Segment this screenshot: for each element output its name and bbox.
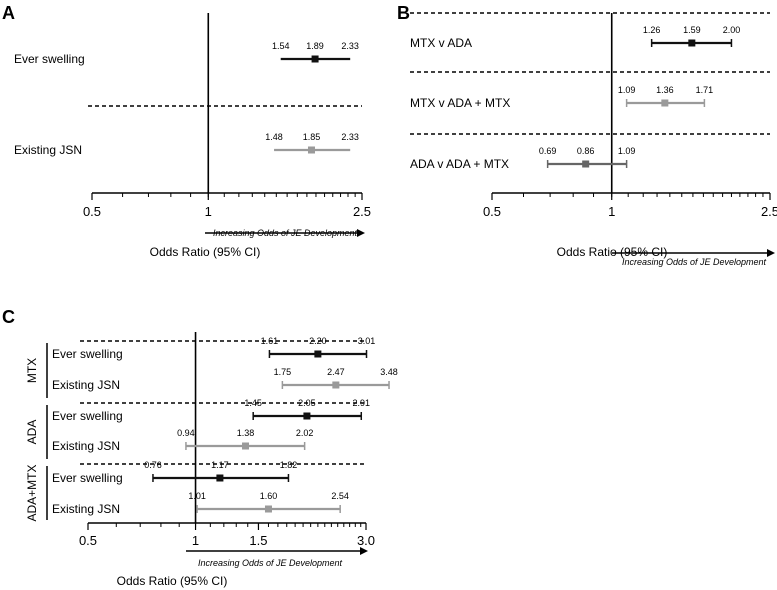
ci-high-label: 2.54: [331, 491, 349, 501]
ci-high-label: 2.02: [296, 428, 314, 438]
row-label: Existing JSN: [52, 502, 120, 516]
ci-low-label: 1.26: [643, 25, 661, 35]
or-label: 2.05: [298, 398, 316, 408]
ci-high-label: 3.01: [358, 336, 376, 346]
or-label: 1.85: [303, 132, 321, 142]
point-estimate: [307, 146, 315, 154]
row-label: MTX v ADA + MTX: [410, 96, 510, 110]
ci-high-label: 2.00: [723, 25, 741, 35]
ci-high-label: 1.09: [618, 146, 636, 156]
ci-high-label: 2.33: [341, 132, 359, 142]
x-axis-title: Odds Ratio (95% CI): [117, 574, 228, 588]
x-tick-label: 1: [205, 204, 212, 219]
or-label: 1.89: [306, 41, 324, 51]
arrow-caption: Increasing Odds of JE Development: [622, 257, 767, 267]
point-estimate: [582, 160, 590, 168]
or-label: 1.17: [211, 460, 229, 470]
x-axis-title: Odds Ratio (95% CI): [150, 245, 261, 259]
panel-letter: C: [2, 307, 15, 327]
ci-high-label: 1.82: [280, 460, 298, 470]
x-tick-label: 2.5: [353, 204, 371, 219]
x-tick-label: 1: [608, 204, 615, 219]
group-label: ADA: [25, 420, 39, 445]
x-tick-label: 0.5: [483, 204, 501, 219]
x-tick-label: 1: [192, 533, 199, 548]
panel-letter: B: [397, 3, 410, 23]
ci-high-label: 3.48: [380, 367, 398, 377]
row-label: Ever swelling: [14, 52, 85, 66]
ci-low-label: 0.69: [539, 146, 557, 156]
point-estimate: [332, 381, 340, 389]
point-estimate: [216, 474, 224, 482]
arrow-caption: Increasing Odds of JE Development: [213, 228, 358, 238]
ci-low-label: 1.09: [618, 85, 636, 95]
x-tick-label: 0.5: [83, 204, 101, 219]
ci-low-label: 1.01: [188, 491, 206, 501]
ci-low-label: 1.48: [265, 132, 283, 142]
x-axis-title: Odds Ratio (95% CI): [557, 245, 668, 259]
or-label: 1.38: [237, 428, 255, 438]
ci-low-label: 1.75: [274, 367, 292, 377]
ci-low-label: 1.45: [244, 398, 262, 408]
row-label: Ever swelling: [52, 409, 123, 423]
point-estimate: [303, 412, 311, 420]
ci-low-label: 0.94: [177, 428, 195, 438]
point-estimate: [264, 505, 272, 513]
or-label: 1.36: [656, 85, 674, 95]
x-tick-label: 1.5: [249, 533, 267, 548]
direction-arrow-head: [357, 229, 365, 237]
group-label: ADA+MTX: [25, 464, 39, 521]
arrow-caption: Increasing Odds of JE Development: [198, 558, 343, 568]
or-label: 2.20: [309, 336, 327, 346]
group-label: MTX: [25, 358, 39, 383]
row-label: Ever swelling: [52, 347, 123, 361]
panel-letter: A: [2, 3, 15, 23]
point-estimate: [314, 350, 322, 358]
x-tick-label: 2.5: [761, 204, 777, 219]
ci-high-label: 2.91: [353, 398, 371, 408]
or-label: 2.47: [327, 367, 345, 377]
ci-high-label: 1.71: [696, 85, 714, 95]
row-label: Existing JSN: [52, 439, 120, 453]
ci-high-label: 2.33: [341, 41, 359, 51]
ci-low-label: 1.54: [272, 41, 290, 51]
point-estimate: [242, 442, 250, 450]
or-label: 0.86: [577, 146, 595, 156]
row-label: Ever swelling: [52, 471, 123, 485]
x-tick-label: 0.5: [79, 533, 97, 548]
x-tick-label: 3.0: [357, 533, 375, 548]
row-label: ADA v ADA + MTX: [410, 157, 509, 171]
row-label: Existing JSN: [14, 143, 82, 157]
or-label: 1.60: [260, 491, 278, 501]
ci-low-label: 1.61: [261, 336, 279, 346]
ci-low-label: 0.76: [144, 460, 162, 470]
direction-arrow-head: [360, 547, 368, 555]
point-estimate: [688, 39, 696, 47]
or-label: 1.59: [683, 25, 701, 35]
direction-arrow-head: [767, 249, 775, 257]
point-estimate: [661, 99, 669, 107]
row-label: Existing JSN: [52, 378, 120, 392]
point-estimate: [311, 55, 319, 63]
row-label: MTX v ADA: [410, 36, 472, 50]
